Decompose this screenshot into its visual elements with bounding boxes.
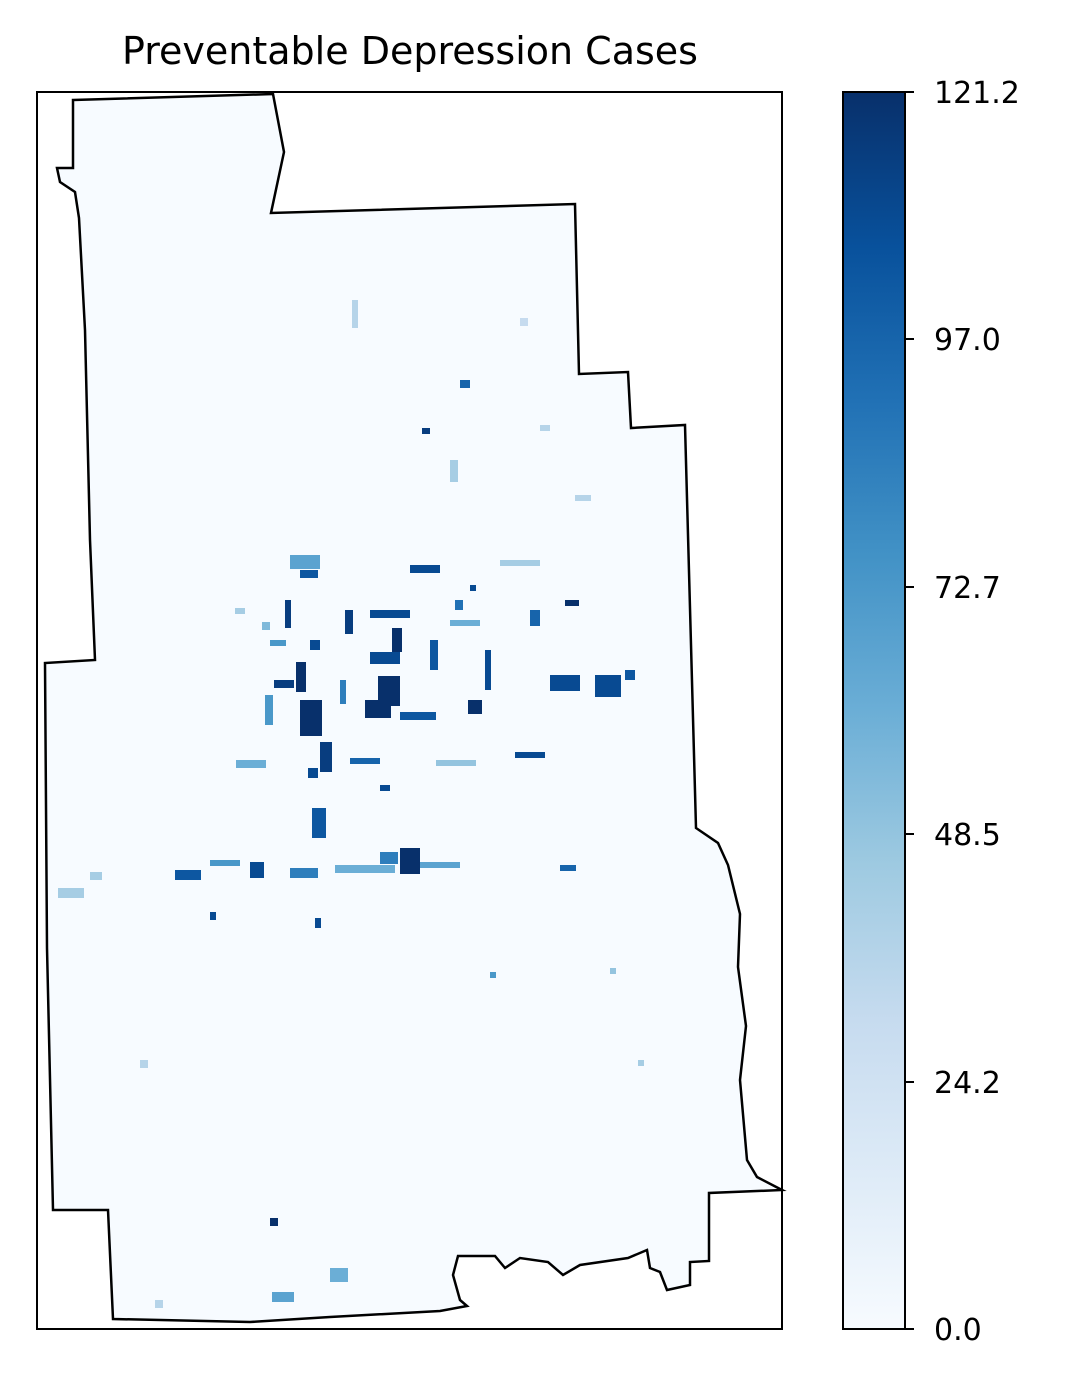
hotspot-cell	[422, 428, 430, 434]
hotspot-cell	[400, 848, 420, 874]
hotspot-cell	[175, 870, 201, 880]
hotspot-cell	[345, 610, 353, 634]
hotspot-cell	[500, 560, 540, 566]
hotspot-cell	[485, 650, 491, 690]
region-fill	[45, 94, 782, 1322]
hotspot-cell	[262, 622, 270, 630]
hotspot-cell	[58, 888, 84, 898]
hotspot-cell	[274, 680, 294, 688]
hotspot-cell	[352, 300, 358, 328]
hotspot-cell	[455, 600, 463, 610]
hotspot-cell	[550, 675, 580, 691]
colorbar-tick-label: 121.2	[934, 76, 1020, 111]
hotspot-cell	[365, 700, 391, 718]
colorbar-ticks: 0.0 24.2 48.5 72.7 97.0 121.2	[905, 76, 1020, 1348]
hotspot-cell	[270, 640, 286, 646]
hotspot-cell	[430, 640, 438, 670]
hotspot-cell	[155, 1300, 163, 1308]
colorbar-tick-label: 72.7	[934, 571, 1001, 606]
region-boundary	[43, 92, 787, 1324]
colorbar-tick-label: 0.0	[934, 1313, 982, 1348]
hotspot-cell	[625, 670, 635, 680]
colorbar-frame	[842, 91, 906, 1330]
hotspot-cell	[210, 860, 240, 866]
hotspot-cell	[370, 652, 400, 664]
hotspot-cell	[308, 768, 318, 778]
hotspot-cell	[235, 608, 245, 614]
hotspot-cell	[210, 912, 216, 920]
hotspot-cell	[450, 620, 480, 626]
hotspot-cell	[515, 752, 545, 758]
hotspot-cell	[520, 318, 528, 326]
hotspot-cell	[610, 968, 616, 974]
hotspot-cell	[250, 862, 264, 878]
hotspot-cell	[312, 808, 326, 838]
hotspot-cell	[370, 610, 410, 618]
hotspot-cell	[378, 676, 400, 706]
hotspot-cell	[272, 1292, 294, 1302]
hotspot-cell	[290, 868, 318, 878]
hotspot-cell	[315, 918, 321, 928]
map-title: Preventable Depression Cases	[122, 29, 698, 73]
hotspot-cell	[300, 700, 322, 736]
colorbar-tick-label: 97.0	[934, 323, 1001, 358]
hotspot-cell	[320, 742, 332, 772]
hotspot-cell	[310, 640, 320, 650]
hotspot-cell	[340, 680, 346, 704]
colorbar-tick-label: 24.2	[934, 1066, 1001, 1101]
hotspot-cell	[350, 758, 380, 764]
hotspot-cell	[450, 460, 458, 482]
hotspot-cell	[90, 872, 102, 880]
hotspot-cell	[560, 865, 576, 871]
hotspot-cell	[265, 695, 273, 725]
hotspot-cell	[290, 555, 320, 569]
hotspot-cells	[58, 300, 644, 1308]
hotspot-cell	[460, 380, 470, 388]
hotspot-cell	[335, 865, 395, 873]
hotspot-cell	[285, 600, 291, 628]
hotspot-cell	[530, 610, 540, 626]
hotspot-cell	[540, 425, 550, 431]
hotspot-cell	[575, 495, 591, 501]
hotspot-cell	[392, 628, 402, 652]
hotspot-cell	[380, 785, 390, 791]
hotspot-cell	[565, 600, 579, 606]
hotspot-cell	[638, 1060, 644, 1066]
hotspot-cell	[410, 565, 440, 573]
hotspot-cell	[490, 972, 496, 978]
hotspot-cell	[400, 712, 436, 720]
hotspot-cell	[236, 760, 266, 768]
hotspot-cell	[595, 675, 621, 697]
hotspot-cell	[270, 1218, 278, 1226]
colorbar-tick-label: 48.5	[934, 818, 1001, 853]
hotspot-cell	[330, 1268, 348, 1282]
hotspot-cell	[300, 570, 318, 578]
hotspot-cell	[380, 852, 398, 864]
hotspot-cell	[436, 760, 476, 766]
hotspot-cell	[296, 662, 306, 692]
hotspot-cell	[140, 1060, 148, 1068]
hotspot-cell	[420, 862, 460, 868]
hotspot-cell	[468, 700, 482, 714]
hotspot-cell	[470, 585, 476, 591]
colorbar	[843, 92, 905, 1329]
